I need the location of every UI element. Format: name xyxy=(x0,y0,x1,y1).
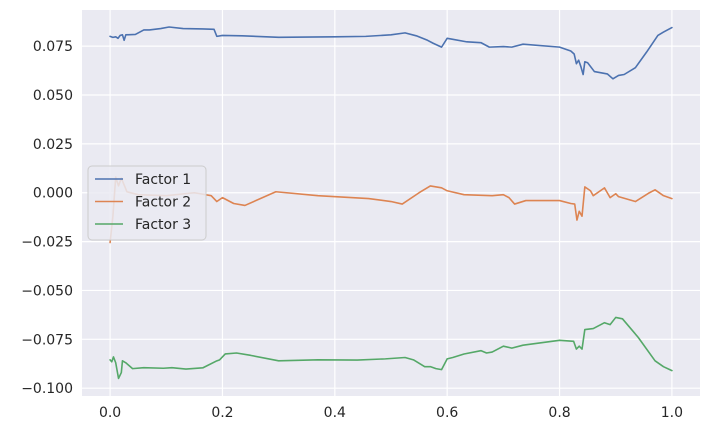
x-axis-ticks: 0.0 0.2 0.4 0.6 0.8 1.0 xyxy=(99,405,683,421)
x-tick-label: 0.4 xyxy=(324,405,346,421)
series-line-3 xyxy=(109,316,673,380)
x-tick-label: 0.6 xyxy=(436,405,458,421)
legend[interactable]: Factor 1 Factor 2 Factor 3 xyxy=(87,165,207,241)
y-tick-label: −0.025 xyxy=(21,235,73,251)
y-tick-label: 0.050 xyxy=(33,88,73,104)
y-axis-ticks: 0.075 0.050 0.025 0.000 −0.025 −0.050 −0.075 −0… xyxy=(21,39,73,397)
legend-label: Factor 3 xyxy=(135,217,191,233)
legend-label: Factor 1 xyxy=(135,172,191,188)
x-tick-label: 0.2 xyxy=(211,405,233,421)
series-line-1 xyxy=(109,26,673,80)
x-tick-label: 0.8 xyxy=(548,405,570,421)
y-tick-label: −0.075 xyxy=(21,332,73,348)
y-tick-label: 0.000 xyxy=(33,186,73,202)
x-tick-label: 1.0 xyxy=(661,405,683,421)
y-tick-label: −0.100 xyxy=(21,381,73,397)
legend-label: Factor 2 xyxy=(135,195,191,211)
x-tick-label: 0.0 xyxy=(99,405,121,421)
legend-box xyxy=(87,165,207,241)
y-tick-label: 0.025 xyxy=(33,137,73,153)
y-tick-label: 0.075 xyxy=(33,39,73,55)
y-tick-label: −0.050 xyxy=(21,283,73,299)
